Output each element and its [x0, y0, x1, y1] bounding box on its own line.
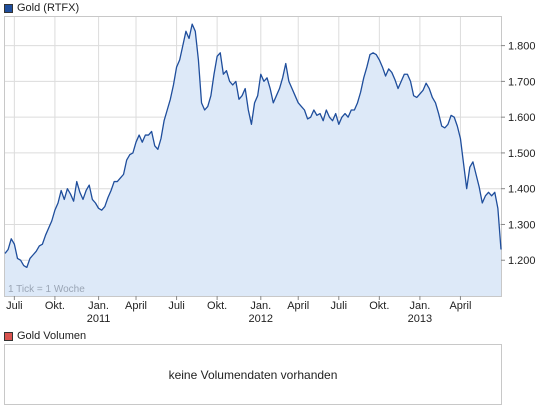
volume-empty-message: keine Volumendaten vorhanden — [168, 367, 338, 382]
x-tick-label: Okt. — [207, 300, 227, 312]
volume-legend-swatch — [4, 331, 13, 341]
price-series-line — [4, 23, 502, 269]
x-tick-label: Juli — [6, 300, 23, 312]
volume-legend: Gold Volumen — [4, 329, 86, 343]
price-chart-frame — [4, 16, 502, 297]
volume-legend-label: Gold Volumen — [17, 330, 87, 342]
x-year-label: 2013 — [408, 313, 432, 325]
x-tick-label: Jan. — [250, 300, 271, 312]
tick-note: 1 Tick = 1 Woche — [8, 284, 85, 295]
y-tick-label: 1.200 — [508, 255, 536, 267]
x-tick-label: April — [287, 300, 309, 312]
y-tick-label: 1.500 — [508, 148, 536, 160]
volume-chart-frame — [4, 344, 502, 405]
x-tick-label: Juli — [168, 300, 185, 312]
price-legend: Gold (RTFX) — [4, 1, 79, 15]
x-tick-label: Jan. — [88, 300, 109, 312]
x-tick-label: Okt. — [369, 300, 389, 312]
x-tick-label: Juli — [331, 300, 348, 312]
y-tick-label: 1.600 — [508, 112, 536, 124]
y-tick-label: 1.300 — [508, 219, 536, 231]
y-tick-label: 1.800 — [508, 41, 536, 53]
x-tick-label: Jan. — [409, 300, 430, 312]
price-legend-label: Gold (RTFX) — [17, 2, 80, 14]
y-tick-label: 1.700 — [508, 76, 536, 88]
price-legend-swatch — [4, 3, 13, 13]
x-year-label: 2012 — [249, 313, 273, 325]
price-chart: 1.200 1.300 1.400 1.500 1.600 1.700 1.800 Juli O… — [4, 17, 536, 325]
y-tick-label: 1.400 — [508, 184, 536, 196]
x-year-label: 2011 — [87, 313, 111, 325]
x-tick-label: April — [125, 300, 147, 312]
x-tick-label: April — [449, 300, 471, 312]
x-tick-label: Okt. — [45, 300, 65, 312]
price-area-fill — [5, 24, 501, 297]
